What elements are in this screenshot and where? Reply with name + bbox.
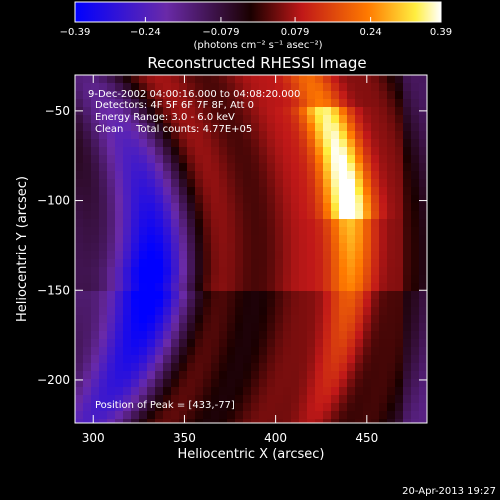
y-axis-ticks: −50 −100 −150 −200 bbox=[37, 104, 427, 387]
annotation-method-counts: Clean Total counts: 4.77E+05 bbox=[95, 124, 252, 135]
annotation-peak-position: Position of Peak = [433,-77] bbox=[95, 400, 235, 411]
annotation-detectors: Detectors: 4F 5F 6F 7F 8F, Att 0 bbox=[95, 100, 254, 111]
colorbar-tick-label: 0.079 bbox=[281, 27, 310, 38]
y-axis-label: Heliocentric Y (arcsec) bbox=[15, 176, 30, 322]
x-tick-label: 300 bbox=[82, 431, 105, 445]
colorbar: −0.39 −0.24 −0.079 0.079 0.24 0.39 (photons c… bbox=[60, 1, 452, 51]
annotation-energy-range: Energy Range: 3.0 - 6.0 keV bbox=[95, 112, 235, 123]
x-tick-label: 350 bbox=[173, 431, 196, 445]
colorbar-tick-label: −0.39 bbox=[60, 27, 91, 38]
x-tick-label: 450 bbox=[355, 431, 378, 445]
chart-title: Reconstructed RHESSI Image bbox=[147, 54, 366, 72]
heatmap-image bbox=[75, 75, 427, 423]
colorbar-tick-label: 0.39 bbox=[430, 27, 452, 38]
y-tick-label: −50 bbox=[45, 104, 70, 118]
x-tick-label: 400 bbox=[264, 431, 287, 445]
colorbar-tick-label: −0.24 bbox=[130, 27, 161, 38]
annotation-time-range: 9-Dec-2002 04:00:16.000 to 04:08:20.000 bbox=[88, 89, 300, 100]
y-tick-label: −150 bbox=[37, 283, 70, 297]
y-tick-label: −100 bbox=[37, 194, 70, 208]
colorbar-unit-label: (photons cm⁻² s⁻¹ asec⁻²) bbox=[193, 40, 322, 51]
y-tick-label: −200 bbox=[37, 373, 70, 387]
x-axis-label: Heliocentric X (arcsec) bbox=[178, 447, 325, 462]
colorbar-tick-label: 0.24 bbox=[359, 27, 381, 38]
date-stamp: 20-Apr-2013 19:27 bbox=[402, 486, 496, 497]
colorbar-gradient bbox=[74, 1, 442, 23]
colorbar-ticks: −0.39 −0.24 −0.079 0.079 0.24 0.39 bbox=[60, 17, 452, 38]
colorbar-tick-label: −0.079 bbox=[202, 27, 239, 38]
plot-frame bbox=[74, 74, 428, 424]
annotation-block: 9-Dec-2002 04:00:16.000 to 04:08:20.000 … bbox=[88, 89, 300, 411]
x-axis-ticks: 300 350 400 450 bbox=[82, 75, 378, 445]
